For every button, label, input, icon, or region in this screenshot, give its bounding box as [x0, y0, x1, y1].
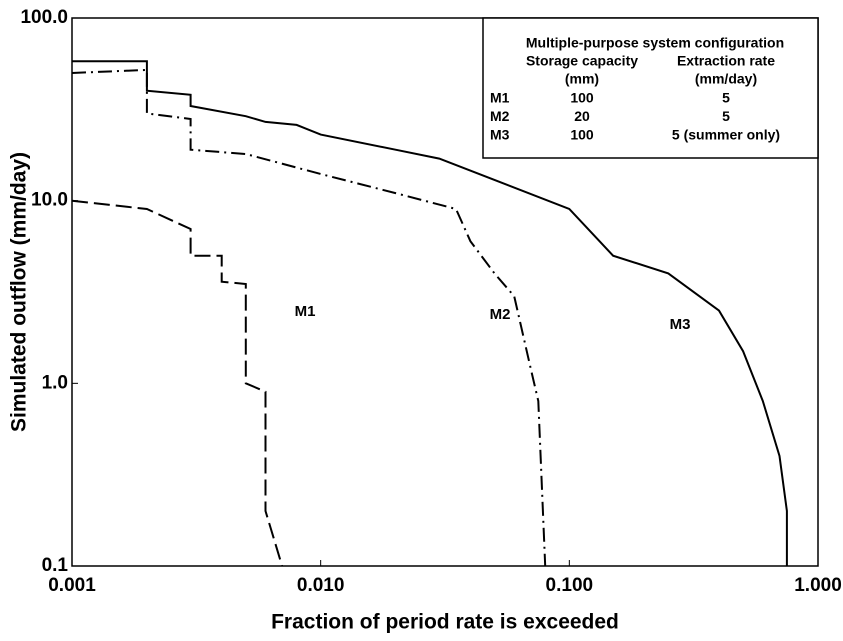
x-tick-label: 0.001: [48, 575, 96, 596]
x-tick-label: 0.010: [297, 575, 345, 596]
legend-table-cell: 100: [570, 90, 594, 106]
legend-table-header: Extraction rate: [677, 53, 775, 69]
legend-table-cell: M1: [490, 90, 510, 106]
legend-table-cell: M3: [490, 127, 510, 143]
y-tick-label: 0.1: [42, 555, 69, 576]
y-tick-label: 10.0: [31, 190, 68, 211]
y-tick-label: 1.0: [42, 372, 68, 393]
legend-table-title: Multiple-purpose system configuration: [526, 35, 784, 51]
legend-table-unit: (mm/day): [695, 71, 757, 87]
legend-table-cell: 5: [722, 108, 730, 124]
x-tick-label: 1.000: [794, 575, 842, 596]
y-axis-label: Simulated outflow (mm/day): [8, 152, 31, 432]
series-label: M3: [670, 316, 691, 333]
legend-table-cell: M2: [490, 108, 510, 124]
series-line: [72, 60, 788, 566]
x-axis-label: Fraction of period rate is exceeded: [271, 611, 619, 634]
series-label: M1: [295, 303, 316, 320]
legend-table-cell: 5 (summer only): [672, 127, 780, 143]
legend-table-box: [482, 17, 819, 159]
series-line: [71, 199, 284, 567]
series-label: M2: [490, 306, 511, 323]
y-tick-label: 100.0: [20, 7, 68, 28]
legend-table-cell: 5: [722, 90, 730, 106]
legend-table-header: Storage capacity: [526, 53, 638, 69]
legend-table-unit: (mm): [565, 71, 599, 87]
x-tick-label: 0.100: [546, 575, 594, 596]
plot-frame: [71, 17, 819, 567]
legend-table-cell: 20: [574, 108, 590, 124]
legend-table-cell: 100: [570, 127, 594, 143]
series-line: [71, 68, 547, 567]
